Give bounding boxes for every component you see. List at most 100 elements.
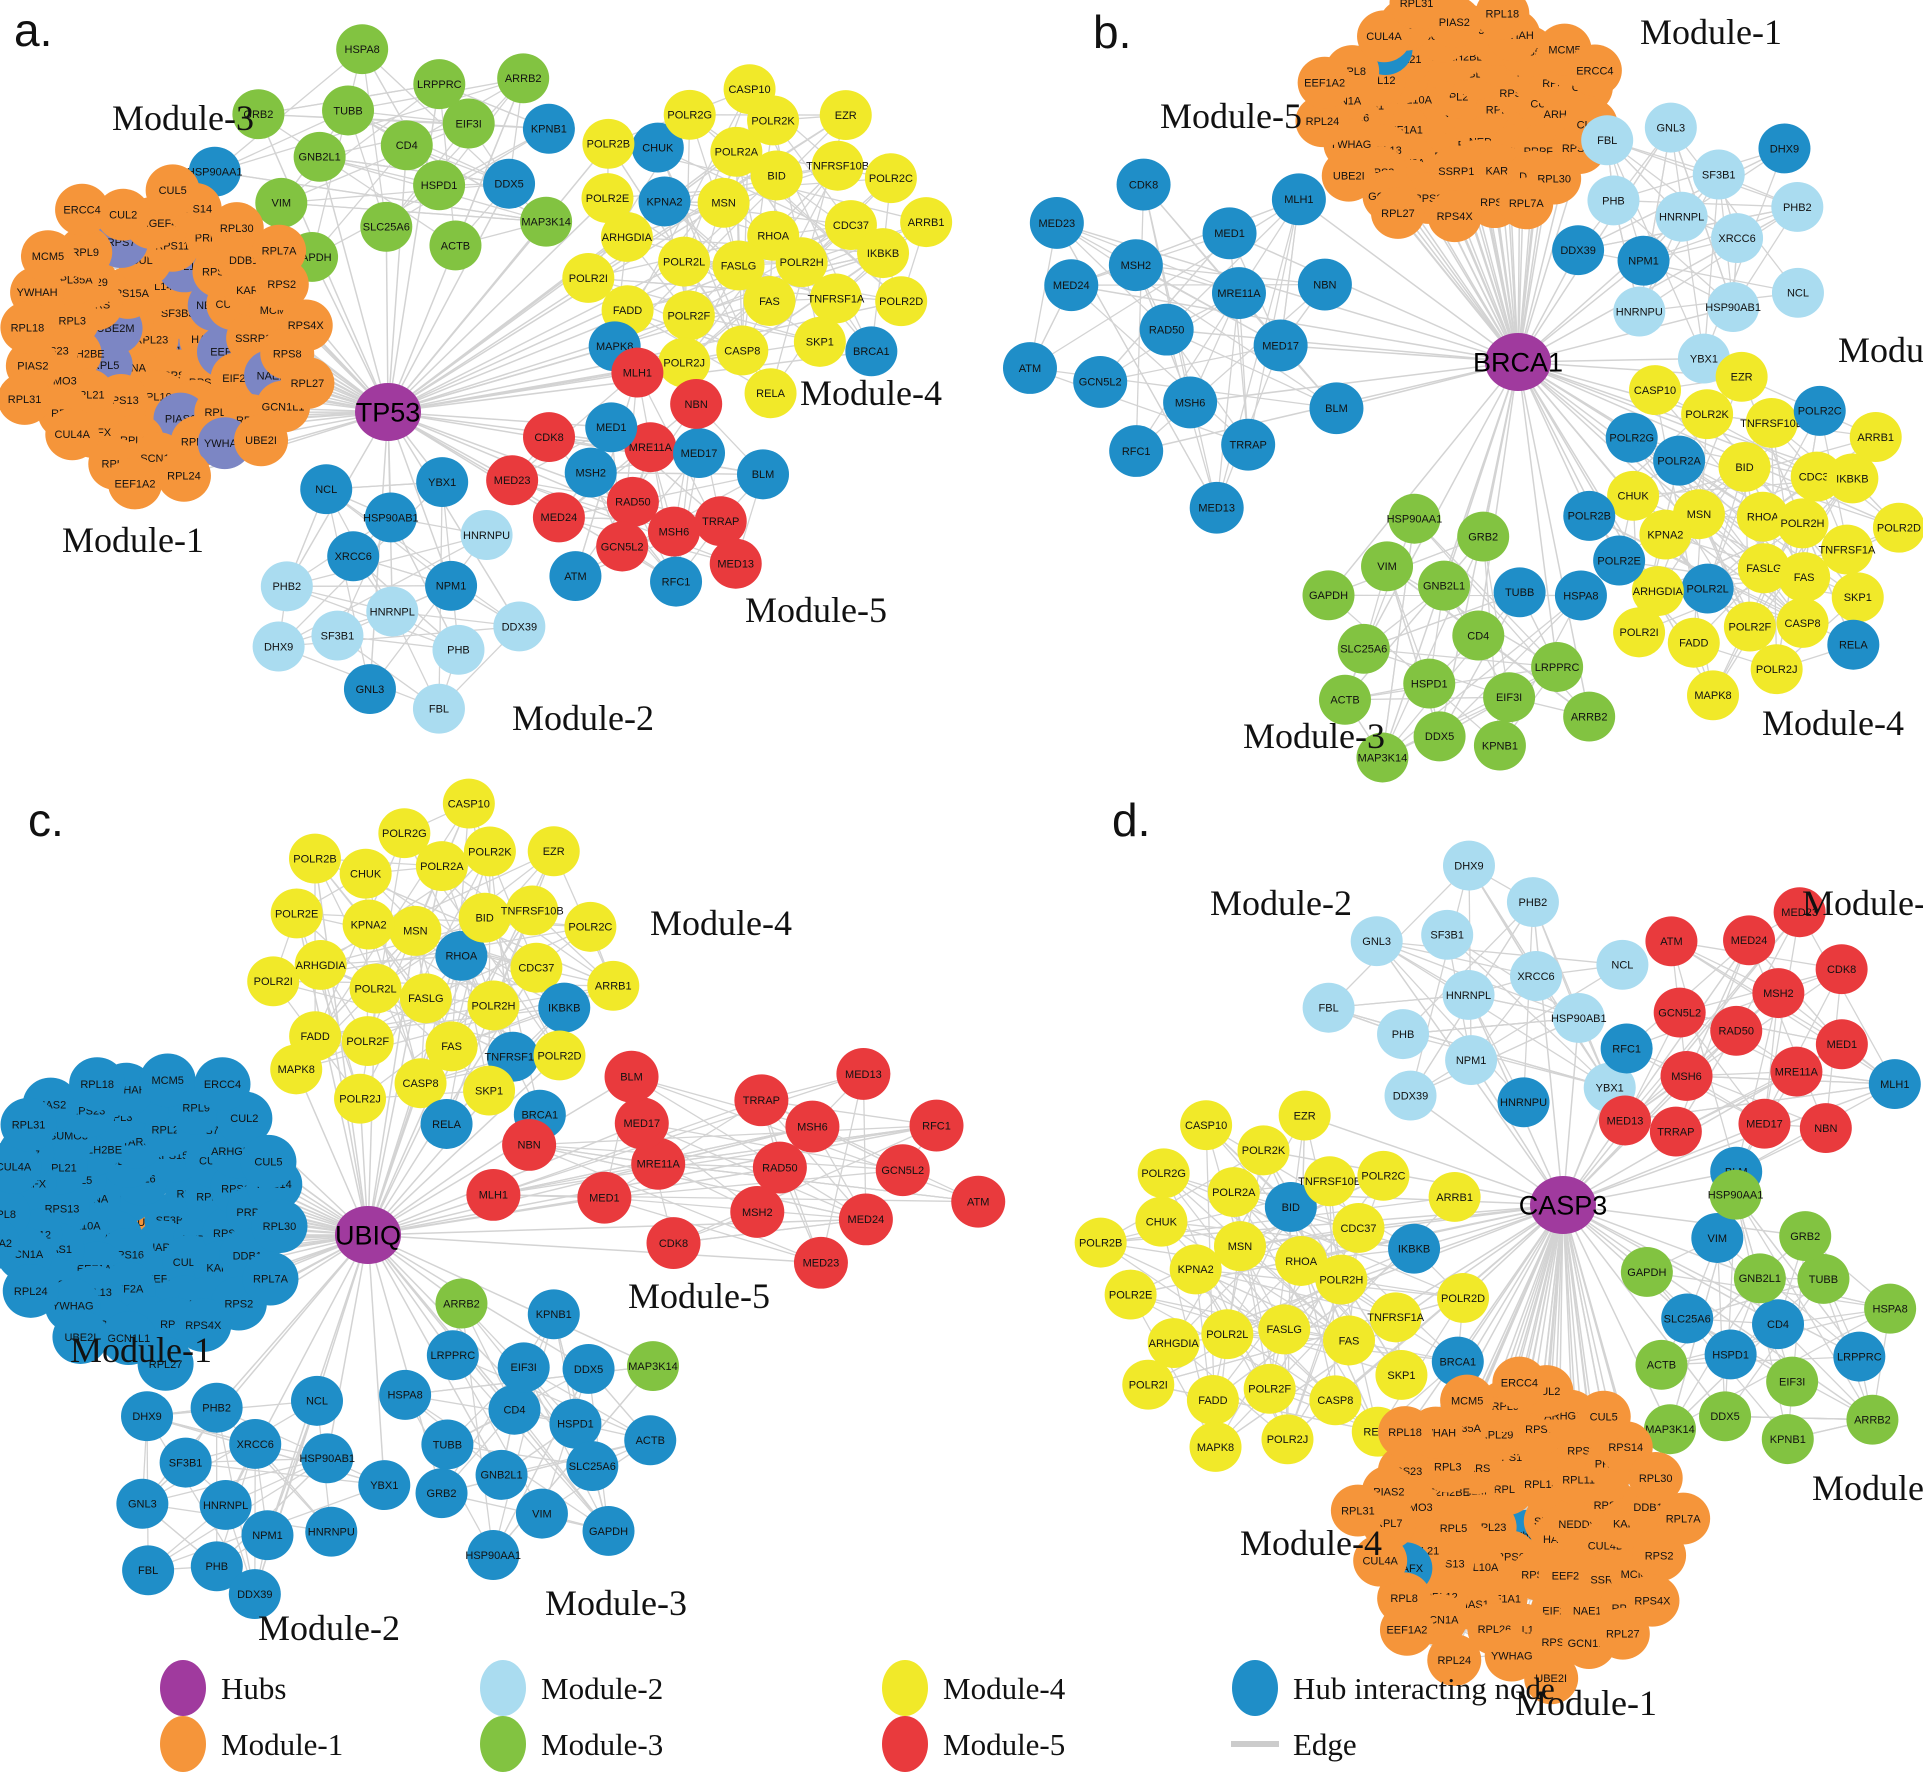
node-ARRB1[interactable]: ARRB1 <box>1849 412 1902 462</box>
node-CASP10[interactable]: CASP10 <box>723 64 776 115</box>
node-POLR2H[interactable]: POLR2H <box>1315 1254 1368 1305</box>
node-POLR2B[interactable]: POLR2B <box>288 833 341 884</box>
node-KPNB1[interactable]: KPNB1 <box>1761 1414 1814 1465</box>
node-KPNA2[interactable]: KPNA2 <box>1169 1244 1222 1295</box>
node-NPM1[interactable]: NPM1 <box>425 560 478 611</box>
node-ATM[interactable]: ATM <box>951 1175 1006 1228</box>
node-POLR2K[interactable]: POLR2K <box>463 826 516 877</box>
node-YBX1[interactable]: YBX1 <box>416 457 469 508</box>
node-XRCC6[interactable]: XRCC6 <box>1711 213 1764 264</box>
node-POLR2L[interactable]: POLR2L <box>349 963 402 1014</box>
node-POLR2K[interactable]: POLR2K <box>1237 1125 1290 1176</box>
node-CDK8[interactable]: CDK8 <box>1116 158 1171 211</box>
node-PHB2[interactable]: PHB2 <box>260 561 313 612</box>
node-CHUK[interactable]: CHUK <box>339 848 392 899</box>
node-HSP90AA1[interactable]: HSP90AA1 <box>465 1530 521 1580</box>
node-DHX9[interactable]: DHX9 <box>1758 123 1811 174</box>
node-FADD[interactable]: FADD <box>1186 1374 1239 1425</box>
node-CD4[interactable]: CD4 <box>380 120 433 171</box>
node-KPNB1[interactable]: KPNB1 <box>522 103 575 154</box>
node-MED24[interactable]: MED24 <box>1044 259 1099 312</box>
node-FASLG[interactable]: FASLG <box>1258 1304 1311 1355</box>
node-EZR[interactable]: EZR <box>819 90 872 141</box>
node-NCL[interactable]: NCL <box>300 464 353 515</box>
node-CASP10[interactable]: CASP10 <box>1629 365 1682 415</box>
node-MSH2[interactable]: MSH2 <box>1108 239 1163 292</box>
node-RELA[interactable]: RELA <box>744 368 797 419</box>
node-HNRNPU[interactable]: HNRNPU <box>1613 286 1666 337</box>
hub-node-CASP3[interactable]: CASP3 <box>1519 1176 1608 1234</box>
node-PHB[interactable]: PHB <box>1587 175 1640 226</box>
node-MCM5[interactable]: MCM5 <box>1440 1374 1495 1427</box>
node-VIM[interactable]: VIM <box>1361 541 1414 592</box>
node-HSP90AA1[interactable]: HSP90AA1 <box>1387 493 1443 544</box>
node-RPL27[interactable]: RPL27 <box>1595 1607 1650 1660</box>
node-GCN5L2[interactable]: GCN5L2 <box>596 521 649 572</box>
node-POLR2C[interactable]: POLR2C <box>564 901 617 952</box>
node-HSPA8[interactable]: HSPA8 <box>379 1369 432 1420</box>
node-GNL3[interactable]: GNL3 <box>1350 916 1403 967</box>
node-ARHGDIA[interactable]: ARHGDIA <box>1147 1318 1200 1369</box>
node-TUBB[interactable]: TUBB <box>322 85 375 136</box>
node-SF3B1[interactable]: SF3B1 <box>159 1437 212 1488</box>
node-ARRB2[interactable]: ARRB2 <box>1846 1394 1899 1445</box>
node-MSH2[interactable]: MSH2 <box>1752 968 1805 1019</box>
node-POLR2B[interactable]: POLR2B <box>1563 490 1616 541</box>
node-ERCC4[interactable]: ERCC4 <box>194 1057 251 1112</box>
node-TUBB[interactable]: TUBB <box>421 1419 474 1470</box>
node-MED24[interactable]: MED24 <box>532 492 585 543</box>
node-FBL[interactable]: FBL <box>1302 982 1355 1033</box>
node-RPL18[interactable]: RPL18 <box>0 301 55 354</box>
node-MED17[interactable]: MED17 <box>1738 1098 1791 1149</box>
node-MSN[interactable]: MSN <box>697 177 750 228</box>
node-RAD50[interactable]: RAD50 <box>1710 1005 1763 1056</box>
node-MED13[interactable]: MED13 <box>709 538 762 589</box>
node-MED1[interactable]: MED1 <box>1815 1019 1868 1070</box>
node-HSPA8[interactable]: HSPA8 <box>1554 570 1607 621</box>
node-ARRB2[interactable]: ARRB2 <box>435 1278 488 1329</box>
node-BID[interactable]: BID <box>1718 442 1771 492</box>
node-VIM[interactable]: VIM <box>255 177 308 228</box>
node-POLR2I[interactable]: POLR2I <box>562 252 615 303</box>
node-HNRNPL[interactable]: HNRNPL <box>1442 969 1495 1020</box>
node-POLR2E[interactable]: POLR2E <box>1104 1269 1157 1320</box>
node-HSPA8[interactable]: HSPA8 <box>336 24 389 75</box>
node-RPL27[interactable]: RPL27 <box>280 357 335 409</box>
node-FBL[interactable]: FBL <box>412 683 465 734</box>
node-POLR2B[interactable]: POLR2B <box>1074 1217 1127 1268</box>
node-ERCC4[interactable]: ERCC4 <box>1567 44 1622 97</box>
node-HNRNPU[interactable]: HNRNPU <box>460 510 513 560</box>
node-POLR2L[interactable]: POLR2L <box>658 236 711 287</box>
node-MSH6[interactable]: MSH6 <box>1660 1050 1713 1101</box>
node-POLR2F[interactable]: POLR2F <box>662 290 715 341</box>
node-EZR[interactable]: EZR <box>1715 351 1768 402</box>
node-GCN5L2[interactable]: GCN5L2 <box>875 1144 930 1197</box>
node-POLR2J[interactable]: POLR2J <box>1261 1414 1314 1465</box>
node-RFC1[interactable]: RFC1 <box>909 1099 964 1152</box>
node-IKBKB[interactable]: IKBKB <box>1388 1223 1441 1274</box>
node-EIF3I[interactable]: EIF3I <box>1766 1356 1819 1407</box>
node-MRE11A[interactable]: MRE11A <box>1770 1046 1823 1097</box>
node-MED1[interactable]: MED1 <box>577 1171 632 1224</box>
node-CDC37[interactable]: CDC37 <box>1332 1202 1385 1253</box>
node-XRCC6[interactable]: XRCC6 <box>1510 951 1563 1001</box>
node-RPL18[interactable]: RPL18 <box>69 1057 126 1111</box>
node-UBE2I[interactable]: UBE2I <box>234 414 289 467</box>
node-HNRNPL[interactable]: HNRNPL <box>1655 191 1708 242</box>
node-RELA[interactable]: RELA <box>420 1099 473 1149</box>
node-FBL[interactable]: FBL <box>1581 115 1634 166</box>
node-GNB2L1[interactable]: GNB2L1 <box>475 1449 528 1500</box>
node-SLC25A6[interactable]: SLC25A6 <box>566 1441 619 1492</box>
node-POLR2G[interactable]: POLR2G <box>663 89 716 140</box>
node-KPNB1[interactable]: KPNB1 <box>1473 720 1526 771</box>
node-RFC1[interactable]: RFC1 <box>1109 425 1164 477</box>
node-POLR2G[interactable]: POLR2G <box>1137 1148 1190 1199</box>
node-POLR2L[interactable]: POLR2L <box>1201 1309 1254 1360</box>
node-EEF1A2[interactable]: EEF1A2 <box>108 457 163 510</box>
node-SLC25A6[interactable]: SLC25A6 <box>1337 623 1390 674</box>
node-GCN5L2[interactable]: GCN5L2 <box>1653 987 1706 1038</box>
node-GRB2[interactable]: GRB2 <box>415 1468 468 1519</box>
node-TUBB[interactable]: TUBB <box>1797 1253 1850 1304</box>
node-NBN[interactable]: NBN <box>1799 1103 1852 1154</box>
node-POLR2K[interactable]: POLR2K <box>1681 389 1734 440</box>
